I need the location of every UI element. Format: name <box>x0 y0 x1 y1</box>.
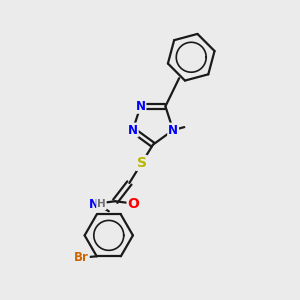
Text: N: N <box>128 124 138 136</box>
Text: H: H <box>97 199 106 209</box>
Text: Br: Br <box>74 251 89 264</box>
Text: O: O <box>128 197 140 211</box>
Text: N: N <box>136 100 146 113</box>
Text: N: N <box>88 198 98 211</box>
Text: S: S <box>137 156 147 170</box>
Text: N: N <box>168 124 178 136</box>
